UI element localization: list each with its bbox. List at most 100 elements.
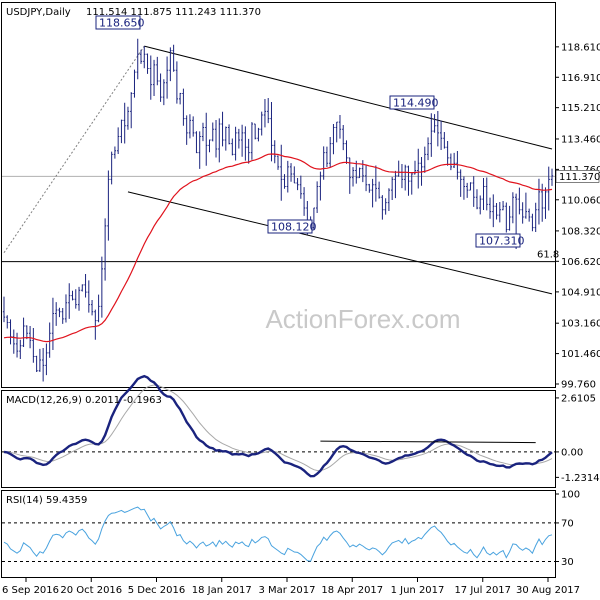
x-tick-label: 3 Mar 2017 [258, 585, 315, 596]
price-bar [120, 119, 123, 144]
price-y-tick-label: 113.460 [561, 134, 600, 145]
price-bar [107, 170, 110, 241]
price-label-text: 107.310 [479, 235, 525, 248]
price-bar [90, 299, 94, 316]
price-bar [244, 126, 247, 161]
price-bar [270, 101, 273, 162]
price-bar [358, 167, 361, 179]
price-bar [218, 118, 221, 163]
macd-y-tick-label: 2.6105 [561, 393, 596, 404]
price-label-box [267, 219, 313, 234]
price-bar [443, 132, 446, 149]
price-bar [185, 115, 188, 145]
price-bar [172, 44, 175, 72]
price-bar [433, 114, 436, 133]
price-bar [371, 178, 374, 208]
price-y-tick-label: 110.060 [561, 195, 600, 206]
price-bar [247, 138, 250, 164]
price-bar [35, 355, 38, 372]
price-bar [472, 176, 475, 207]
price-bar [38, 348, 42, 372]
price-bar [508, 205, 511, 231]
price-bar [466, 182, 469, 198]
price-bar [234, 126, 237, 161]
price-bar [237, 128, 240, 149]
price-bar [74, 289, 77, 309]
rsi-line [3, 506, 553, 562]
price-bar [162, 79, 165, 106]
price-bar [462, 176, 466, 200]
price-bar [479, 195, 482, 215]
x-tick-label: 17 Jul 2017 [454, 585, 511, 596]
price-y-tick-label: 99.760 [561, 380, 596, 391]
price-bar [61, 308, 64, 324]
rsi-panel-frame [1, 490, 556, 578]
price-bar [296, 178, 299, 191]
price-bar [97, 294, 100, 323]
price-bar [332, 124, 335, 155]
rsi-title: RSI(14) 59.4359 [6, 495, 87, 506]
price-bar [143, 46, 146, 69]
price-bar [335, 121, 338, 143]
price-bar [149, 55, 152, 100]
price-bar [407, 165, 410, 196]
rsi-y-tick-label: 100 [561, 490, 580, 501]
price-bar [68, 283, 71, 319]
chart-header-ohlc: 111.514 111.875 111.243 111.370 [86, 7, 261, 18]
price-bar [342, 124, 345, 151]
annotations: 118.650 114.490 108.120 107.310 61.8 [95, 15, 559, 261]
price-bar [495, 202, 498, 220]
price-bar [485, 177, 488, 211]
price-bar [71, 290, 74, 301]
price-bar [299, 175, 302, 199]
price-bar [22, 317, 25, 347]
price-bar [139, 49, 143, 64]
price-y-tick-label: 115.210 [561, 103, 600, 114]
price-bar [302, 187, 306, 216]
price-bar [364, 165, 368, 192]
x-tick-label: 1 Jun 2017 [391, 585, 445, 596]
price-y-tick-label: 116.910 [561, 73, 600, 84]
price-y-tick-label: 103.160 [561, 319, 600, 330]
price-bar [322, 146, 325, 180]
price-bar [231, 138, 234, 156]
price-bar [449, 153, 453, 171]
price-bar [227, 124, 231, 145]
price-bar [100, 256, 103, 318]
price-bar [469, 182, 472, 191]
price-bar [381, 195, 384, 220]
channel-lower-line [127, 191, 553, 295]
price-bar [208, 139, 211, 153]
price-bar [534, 202, 537, 232]
price-bar [205, 112, 208, 166]
rsi-y-tick-label: 30 [561, 557, 574, 568]
rsi-series [2, 506, 555, 562]
x-tick-label: 18 Apr 2017 [321, 585, 383, 596]
price-y-tick-label: 104.910 [561, 287, 600, 298]
price-bar [329, 137, 332, 168]
price-bar [521, 202, 524, 224]
price-panel-frame [1, 2, 556, 388]
price-bar [260, 111, 263, 136]
price-bar [15, 332, 19, 358]
macd-panel-frame [1, 390, 556, 488]
price-y-tick-label: 106.620 [561, 257, 600, 268]
price-bar [152, 59, 156, 96]
price-bar [293, 166, 296, 184]
price-bar [182, 88, 185, 126]
price-bar [55, 302, 58, 326]
price-bar [2, 296, 6, 323]
price-bar [387, 188, 391, 211]
price-bar [384, 198, 387, 215]
price-bar [48, 322, 51, 358]
price-bar [319, 171, 322, 201]
rsi-y-tick-label: 70 [561, 518, 574, 529]
price-bar [528, 208, 531, 222]
price-bar [214, 119, 218, 158]
price-bar [488, 197, 492, 219]
price-y-tick-label: 118.610 [561, 42, 600, 53]
price-bar [126, 106, 130, 130]
moving-average-line [3, 153, 553, 343]
